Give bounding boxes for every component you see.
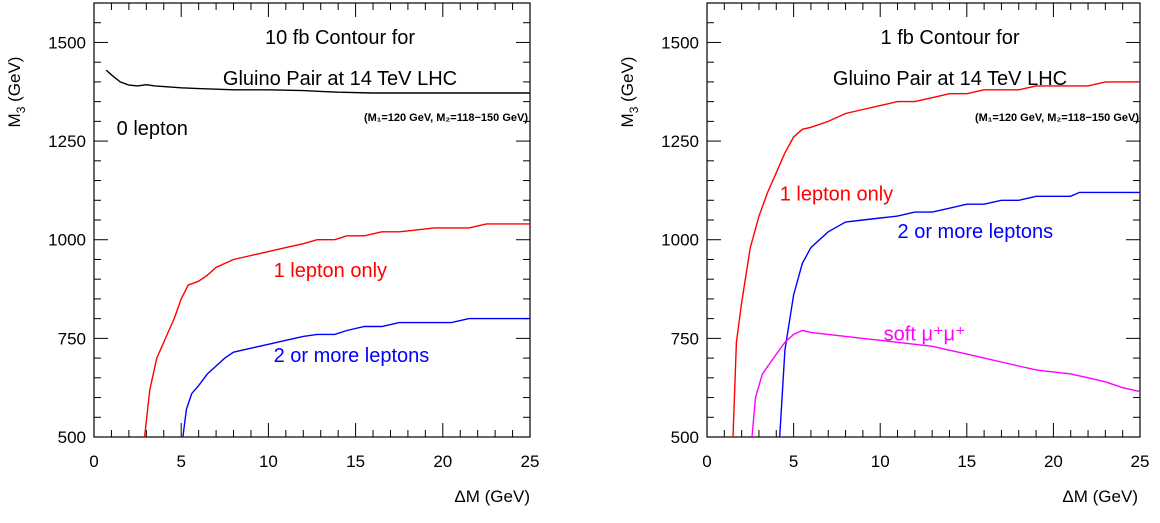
left-panel-y-label-sub: 3 xyxy=(14,106,28,113)
right-panel-y-tick-label: 1000 xyxy=(661,231,699,250)
right-panel-y-tick-label: 750 xyxy=(671,329,699,348)
left-panel-1-lepton-only-line xyxy=(143,223,530,437)
right-panel-title-line1: 1 fb Contour for xyxy=(881,27,1020,49)
right-panel-soft-label: soft μ⁺μ⁺ xyxy=(884,323,966,345)
left-panel-y-label-main: M xyxy=(5,113,24,127)
right-panel-2-or-more-leptons-label: 2 or more leptons xyxy=(898,221,1054,243)
right-panel-x-tick-label: 20 xyxy=(1044,452,1063,471)
right-panel-x-tick-label: 15 xyxy=(957,452,976,471)
left-panel-x-tick-label: 5 xyxy=(176,452,185,471)
right-panel-1-lepton-only-label: 1 lepton only xyxy=(780,183,893,205)
left-panel-x-tick-label: 20 xyxy=(433,452,452,471)
right-panel-1-lepton-only-line xyxy=(732,81,1140,437)
right-panel-x-tick-label: 5 xyxy=(789,452,798,471)
right-panel-marks: 0 5 10 15 20 25 500 750 1000 1250 1500 1 lepton onl… xyxy=(661,2,1150,471)
left-panel-1-lepton-only-label: 1 lepton only xyxy=(274,260,387,282)
right-panel-y-tick-label: 500 xyxy=(671,428,699,447)
left-panel-2-or-more-leptons-line xyxy=(182,317,530,437)
left-panel-0-lepton-line xyxy=(105,69,530,94)
left-panel-y-axis-label: M3 (GeV) xyxy=(5,57,28,128)
right-panel-title-line2: Gluino Pair at 14 TeV LHC xyxy=(833,68,1067,90)
left-panel-title-line1: 10 fb Contour for xyxy=(265,27,415,49)
left-panel-2-or-more-leptons-label: 2 or more leptons xyxy=(274,345,430,367)
right-panel-y-label-unit: (GeV) xyxy=(618,57,637,107)
right-panel-mass-note: (M₁=120 GeV, M₂=118−150 GeV) xyxy=(975,112,1139,124)
right-panel-x-tick-label: 10 xyxy=(871,452,890,471)
right-panel-2-or-more-leptons-line xyxy=(779,191,1140,437)
left-panel-0-lepton-label: 0 lepton xyxy=(117,118,188,140)
right-panel-x-tick-label: 0 xyxy=(702,452,711,471)
right-panel-x-axis-label: ΔM (GeV) xyxy=(1062,487,1138,506)
left-panel-x-tick-label: 0 xyxy=(89,452,98,471)
right-panel-x-tick-label: 25 xyxy=(1131,452,1150,471)
right-panel-y-axis-label: M3 (GeV) xyxy=(618,57,641,128)
left-panel-y-label-unit: (GeV) xyxy=(5,57,24,107)
left-panel-y-tick-label: 500 xyxy=(58,428,86,447)
right-panel: 0 5 10 15 20 25 500 750 1000 1250 1500 1 lepton onl… xyxy=(618,2,1150,506)
left-panel-x-tick-label: 15 xyxy=(346,452,365,471)
left-panel-mass-note: (M₁=120 GeV, M₂=118−150 GeV) xyxy=(364,112,528,124)
left-panel-y-tick-label: 1250 xyxy=(48,132,86,151)
left-panel: 0 5 10 15 20 25 500 750 1000 1250 1500 0 lepton 1 le… xyxy=(5,2,540,506)
right-panel-y-tick-label: 1500 xyxy=(661,33,699,52)
left-panel-y-tick-label: 1500 xyxy=(48,33,86,52)
left-panel-x-axis-label: ΔM (GeV) xyxy=(454,487,530,506)
left-panel-y-tick-label: 1000 xyxy=(48,231,86,250)
right-panel-y-label-sub: 3 xyxy=(627,106,641,113)
left-panel-marks: 0 5 10 15 20 25 500 750 1000 1250 1500 0 lepton 1 le… xyxy=(48,2,540,471)
right-panel-soft-line xyxy=(751,329,1140,437)
right-panel-y-label-main: M xyxy=(618,113,637,127)
left-panel-x-tick-label: 10 xyxy=(259,452,278,471)
right-panel-y-tick-label: 1250 xyxy=(661,132,699,151)
left-panel-x-tick-label: 25 xyxy=(521,452,540,471)
left-panel-y-tick-label: 750 xyxy=(58,329,86,348)
left-panel-title-line2: Gluino Pair at 14 TeV LHC xyxy=(223,68,457,90)
